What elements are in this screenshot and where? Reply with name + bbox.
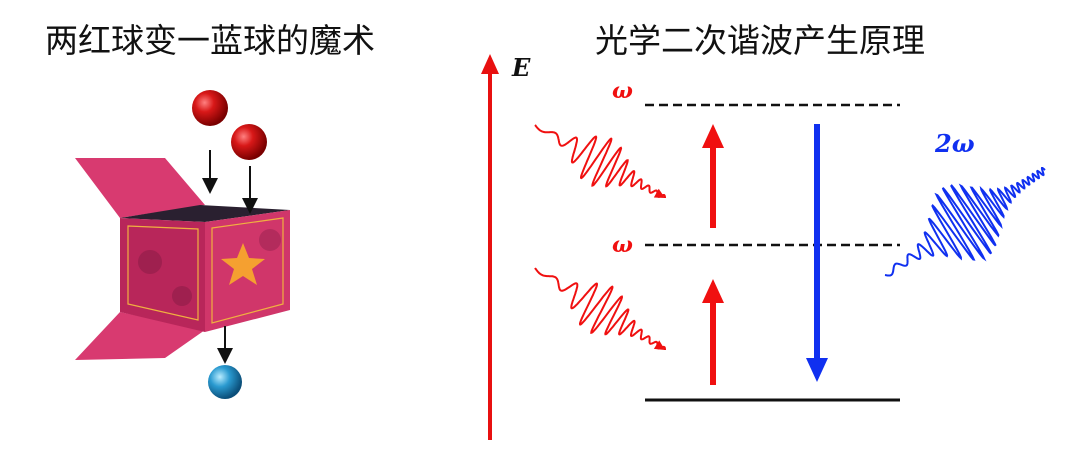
photon-label: ω xyxy=(612,78,633,104)
wave xyxy=(884,167,1046,277)
wave xyxy=(534,124,666,198)
right-title: 光学二次谐波产生原理 xyxy=(595,21,925,60)
energy-levels xyxy=(481,54,900,440)
magic-box xyxy=(75,90,290,399)
energy-axis-label: E xyxy=(511,53,531,82)
wave-arrowhead xyxy=(653,340,665,350)
photon-label: ω xyxy=(612,232,633,258)
wave-packets xyxy=(534,124,1046,350)
left-title: 两红球变一蓝球的魔术 xyxy=(45,21,375,60)
photon-label: 2ω xyxy=(934,129,975,158)
wave xyxy=(534,267,666,350)
wave-arrowhead xyxy=(653,188,665,198)
